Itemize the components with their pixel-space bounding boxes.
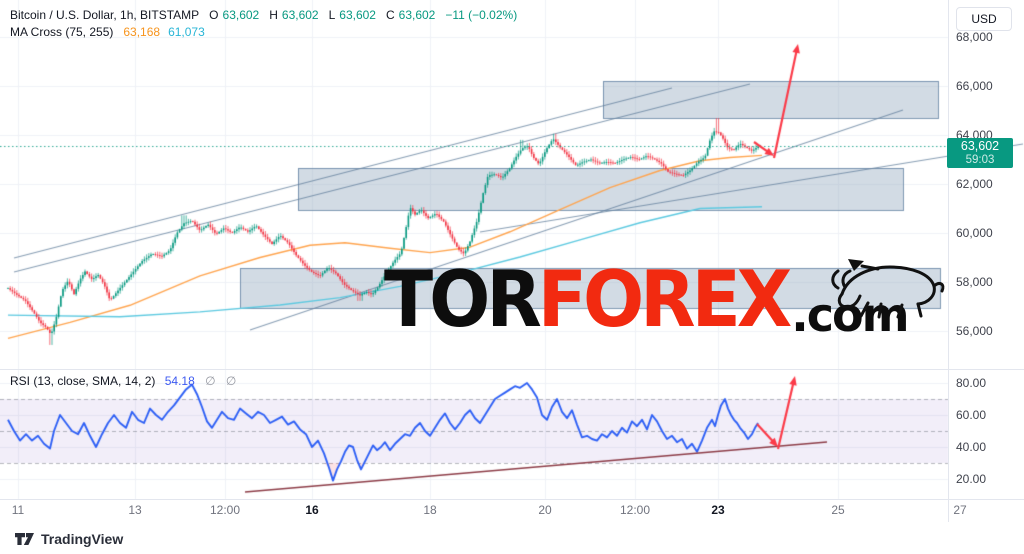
price-scale-divider[interactable]: [948, 0, 949, 522]
time-tick-label: 12:00: [209, 503, 241, 517]
time-tick-label: 25: [831, 503, 845, 517]
open-value: 63,602: [222, 8, 260, 22]
high-value: 63,602: [281, 8, 319, 22]
time-tick-label: 23: [711, 503, 725, 517]
pane-divider[interactable]: [0, 369, 1024, 370]
bull-arrow-icon: [848, 259, 864, 271]
change-value: −11 (−0.02%): [445, 8, 518, 22]
tradingview-brand[interactable]: TradingView: [14, 529, 123, 549]
symbol-legend: Bitcoin / U.S. Dollar, 1h, BITSTAMP O 63,…: [10, 7, 517, 41]
high-label: H: [269, 8, 278, 22]
price-tick-label: 62,000: [956, 177, 993, 191]
bar-countdown: 59:03: [965, 154, 995, 166]
currency-toggle-button[interactable]: USD: [956, 7, 1012, 31]
rsi-tick-label: 20.00: [956, 472, 987, 486]
time-tick-label: 18: [423, 503, 437, 517]
symbol-title[interactable]: Bitcoin / U.S. Dollar, 1h, BITSTAMP: [10, 8, 200, 22]
rsi-empty-icon: ∅: [205, 374, 216, 388]
ma-cross-label[interactable]: MA Cross (75, 255): [10, 25, 114, 39]
tradingview-logo-icon: [15, 533, 34, 545]
watermark-com: .com: [791, 288, 909, 342]
watermark-tor: TOR: [384, 253, 542, 345]
time-tick-label: 16: [305, 503, 319, 517]
price-tick-label: 56,000: [956, 324, 993, 338]
price-tick-label: 60,000: [956, 226, 993, 240]
low-label: L: [328, 8, 336, 22]
price-tick-label: 66,000: [956, 79, 993, 93]
time-tick-label: 11: [11, 503, 25, 517]
close-label: C: [385, 8, 395, 22]
time-tick-label: 12:00: [619, 503, 651, 517]
torforex-watermark: TOR FOREX .com: [384, 260, 910, 342]
rsi-legend: RSI (13, close, SMA, 14, 2) 54.18 ∅ ∅: [10, 374, 236, 388]
price-tick-label: 68,000: [956, 30, 993, 44]
last-price-badge[interactable]: 63,602 59:03: [947, 138, 1013, 168]
open-label: O: [209, 8, 219, 22]
time-tick-label: 27: [953, 503, 967, 517]
rsi-tick-label: 40.00: [956, 440, 987, 454]
watermark-forex: FOREX: [537, 253, 793, 345]
rsi-empty-icon2: ∅: [225, 374, 237, 388]
time-tick-label: 20: [538, 503, 552, 517]
rsi-tick-label: 60.00: [956, 408, 987, 422]
ma-slow-value: 61,073: [168, 25, 205, 39]
close-value: 63,602: [398, 8, 436, 22]
rsi-label[interactable]: RSI (13, close, SMA, 14, 2): [10, 374, 156, 388]
rsi-value: 54.18: [164, 374, 195, 388]
ma-fast-value: 63,168: [123, 25, 161, 39]
time-axis-divider: [0, 499, 1024, 500]
rsi-tick-label: 80.00: [956, 376, 987, 390]
price-tick-label: 58,000: [956, 275, 993, 289]
bull-logo-icon: [831, 259, 945, 319]
tradingview-label: TradingView: [41, 531, 124, 547]
time-tick-label: 13: [128, 503, 142, 517]
last-price-value: 63,602: [960, 139, 1000, 153]
low-value: 63,602: [339, 8, 376, 22]
